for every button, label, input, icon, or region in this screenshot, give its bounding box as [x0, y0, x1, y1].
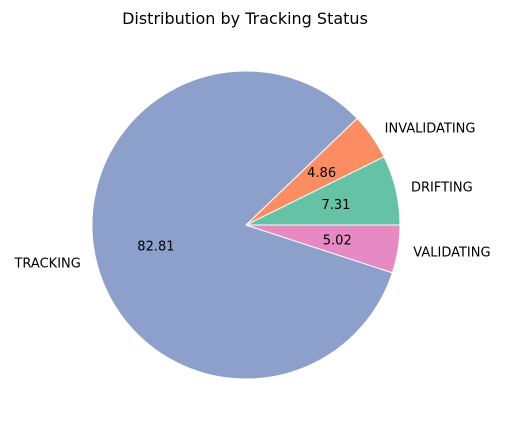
- pie-slice-validating: [245, 224, 401, 274]
- pie-labels: DRIFTING 7.31 INVALIDATING 4.86 TRACKING 82.8…: [13, 122, 490, 272]
- slice-label-validating: VALIDATING: [413, 246, 490, 261]
- slice-label-drifting: DRIFTING: [411, 180, 473, 195]
- slice-label-invalidating: INVALIDATING: [385, 122, 476, 137]
- slice-value-invalidating: 4.86: [307, 166, 336, 181]
- slice-value-drifting: 7.31: [321, 198, 350, 213]
- slice-value-validating: 5.02: [323, 234, 352, 249]
- slice-label-tracking: TRACKING: [13, 257, 80, 272]
- chart-title: Distribution by Tracking Status: [122, 9, 368, 28]
- slice-value-tracking: 82.81: [137, 240, 174, 255]
- pie-slices: [91, 70, 401, 380]
- pie-slice-tracking: [91, 70, 394, 380]
